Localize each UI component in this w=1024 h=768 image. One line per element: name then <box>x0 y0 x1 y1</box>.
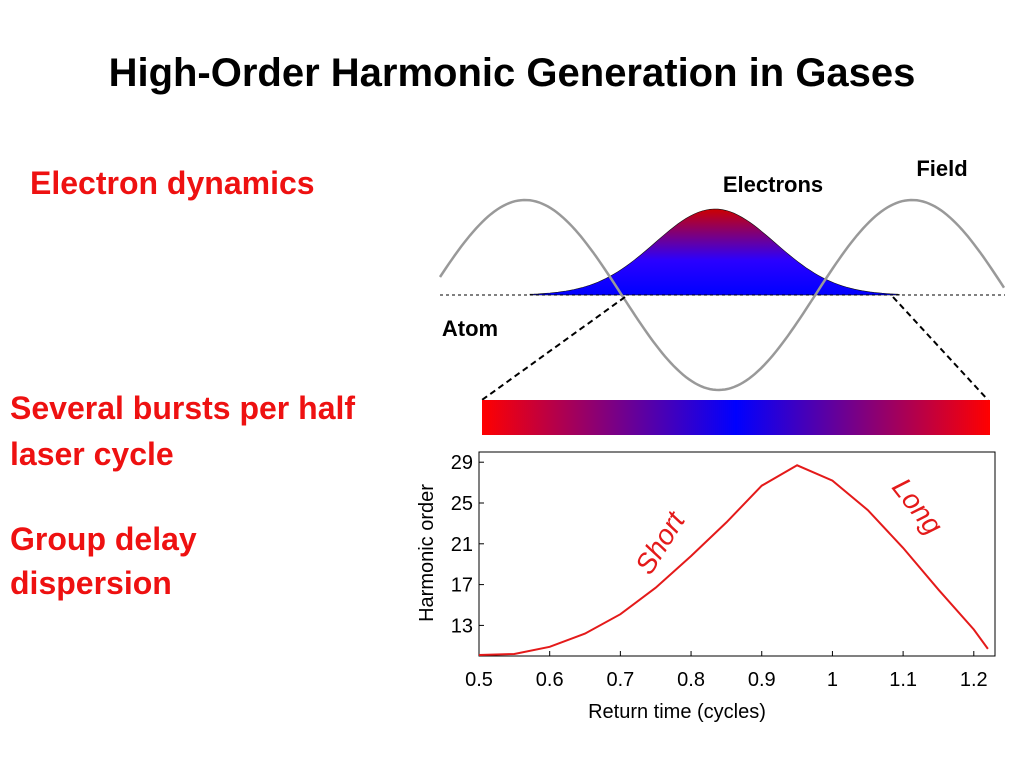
point: Electron dynamics <box>30 165 315 201</box>
y-axis-label: Harmonic order <box>416 484 438 622</box>
point-box: Several bursts per half laser cycle <box>10 390 356 472</box>
x-tick-label: 0.9 <box>748 669 776 691</box>
field-label: Field <box>916 156 967 181</box>
x-tick-label: 0.5 <box>465 669 493 691</box>
diagram: Field Electrons Atom <box>438 156 1006 435</box>
atom-label: Atom <box>442 316 498 341</box>
zoom-line <box>892 296 989 401</box>
electron-cloud <box>529 208 901 296</box>
point-box: Group delay dispersion <box>10 521 197 601</box>
y-tick-label: 29 <box>451 452 473 474</box>
zoom-line <box>481 296 626 401</box>
electrons-label: Electrons <box>723 172 823 197</box>
x-tick-label: 0.6 <box>536 669 564 691</box>
point: Group delay dispersion <box>10 521 197 601</box>
x-tick-label: 1 <box>827 669 838 691</box>
y-tick-label: 21 <box>451 534 473 556</box>
x-tick-label: 1.1 <box>889 669 917 691</box>
y-tick-label: 17 <box>451 575 473 597</box>
annotation: Short <box>629 505 691 579</box>
field-wave <box>438 198 1006 392</box>
burst-bar <box>482 400 990 435</box>
x-tick-label: 0.7 <box>606 669 634 691</box>
annotation: Long <box>886 472 949 541</box>
y-tick-label: 13 <box>451 615 473 637</box>
line-series <box>478 464 989 656</box>
x-axis-label: Return time (cycles) <box>588 701 766 723</box>
plot-frame <box>478 451 996 657</box>
y-tick-label: 25 <box>451 493 473 515</box>
slide-title: High-Order Harmonic Generation in Gases <box>109 51 916 95</box>
x-tick-label: 1.2 <box>960 669 988 691</box>
point: Several bursts per half laser cycle <box>10 390 356 472</box>
x-tick-label: 0.8 <box>677 669 705 691</box>
